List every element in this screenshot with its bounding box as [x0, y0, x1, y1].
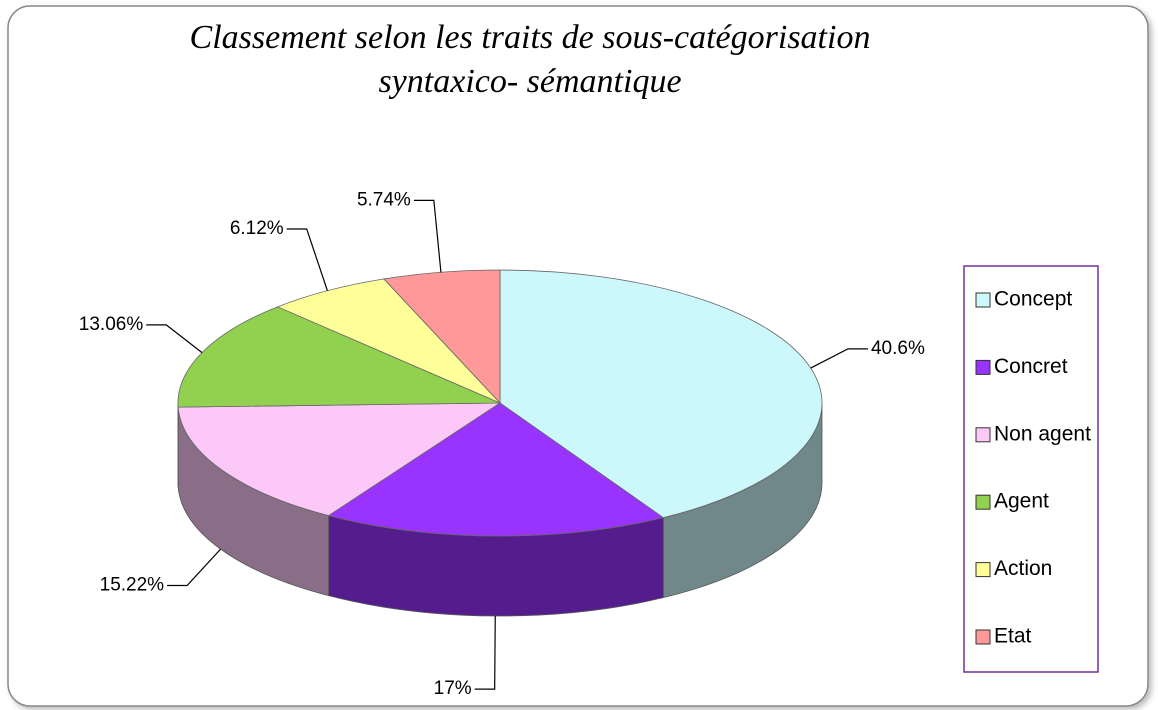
legend-label: Action	[994, 557, 1052, 580]
data-label: 40.6%	[871, 338, 925, 359]
legend-label: Concret	[994, 355, 1068, 378]
data-label: 17%	[434, 678, 472, 699]
legend-swatch	[975, 494, 991, 510]
legend-swatch	[975, 562, 991, 578]
chart-title: Classement selon les traits de sous-caté…	[190, 19, 871, 56]
leader-line	[474, 615, 496, 690]
legend-swatch	[975, 292, 991, 308]
leader-line	[286, 228, 328, 291]
data-label: 5.74%	[357, 189, 411, 210]
leader-line	[810, 348, 868, 369]
pie-walls	[177, 402, 823, 617]
leader-line	[413, 199, 442, 273]
data-label: 6.12%	[230, 218, 284, 239]
legend: Concept Concret Non agent Agent Action Etat	[975, 288, 1091, 648]
chart-title: syntaxico- sémantique	[378, 63, 681, 100]
pie-tops	[177, 269, 823, 537]
data-label: 13.06%	[79, 314, 144, 335]
legend-label: Concept	[994, 288, 1072, 311]
legend-label: Non agent	[994, 422, 1091, 445]
leader-line	[167, 548, 222, 587]
legend-swatch	[975, 359, 991, 375]
data-label: 15.22%	[100, 575, 165, 596]
legend-label: Etat	[994, 625, 1032, 648]
legend-label: Agent	[994, 490, 1049, 513]
pie-slice	[276, 278, 501, 404]
pie-slice	[327, 402, 665, 537]
pie-slice	[177, 402, 502, 517]
data-labels: 40.6% 17% 15.22% 13.06% 6.12% 5.74%	[79, 189, 925, 699]
legend-swatch	[975, 427, 991, 443]
pie-slice	[499, 269, 823, 519]
legend-swatch	[975, 629, 991, 645]
pie-slice	[177, 306, 501, 408]
legend-box	[963, 265, 1099, 673]
leader-line	[146, 324, 203, 354]
